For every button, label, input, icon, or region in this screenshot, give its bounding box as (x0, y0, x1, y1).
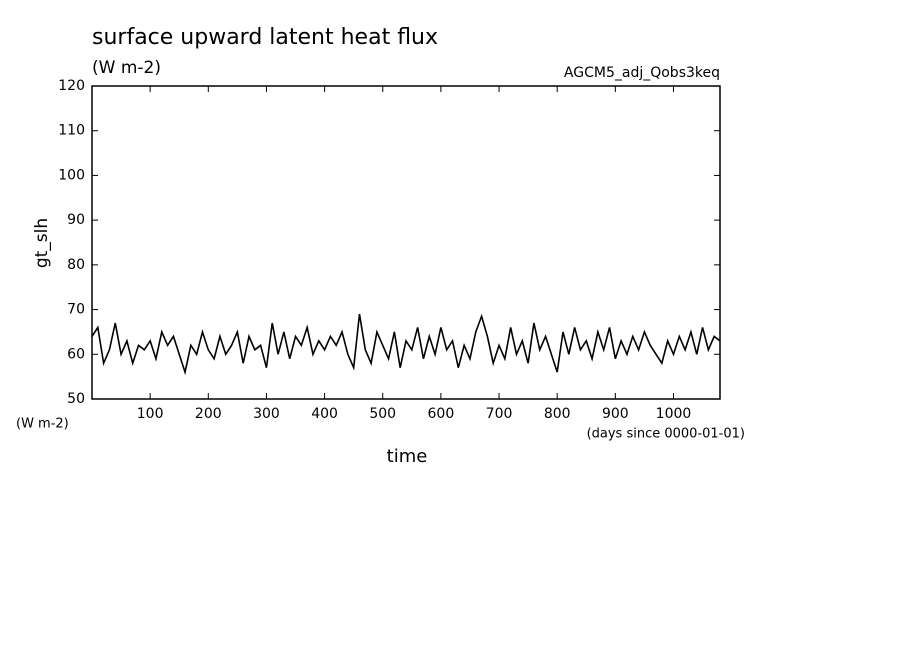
y-tick-label: 100 (58, 167, 85, 183)
y-tick-label: 70 (67, 302, 85, 318)
y-axis-unit: (W m-2) (16, 417, 69, 432)
y-tick-label: 110 (58, 123, 85, 139)
chart-title: surface upward latent heat flux (92, 25, 438, 50)
data-line (91, 313, 721, 376)
x-tick-label: 900 (602, 406, 629, 422)
y-tick-label: 90 (67, 212, 85, 228)
x-tick-label: 500 (369, 406, 396, 422)
x-tick-label: 1000 (656, 406, 692, 422)
chart-subtitle: (W m-2) (92, 58, 161, 78)
x-tick-label: 100 (137, 406, 164, 422)
x-tick-label: 400 (311, 406, 338, 422)
x-tick-label: 200 (195, 406, 222, 422)
y-tick-label: 50 (67, 391, 85, 407)
x-axis-label: time (387, 446, 428, 467)
x-axis-unit: (days since 0000-01-01) (587, 427, 745, 442)
annotation: AGCM5_adj_Qobs3keq (564, 65, 720, 81)
y-axis-label: gt_slh (32, 218, 52, 268)
x-tick-label: 700 (486, 406, 513, 422)
y-tick-label: 120 (58, 78, 85, 94)
y-tick-label: 80 (67, 257, 85, 273)
plot-frame (91, 85, 721, 400)
y-tick-label: 60 (67, 346, 85, 362)
x-tick-label: 300 (253, 406, 280, 422)
x-tick-label: 800 (544, 406, 571, 422)
x-tick-label: 600 (428, 406, 455, 422)
